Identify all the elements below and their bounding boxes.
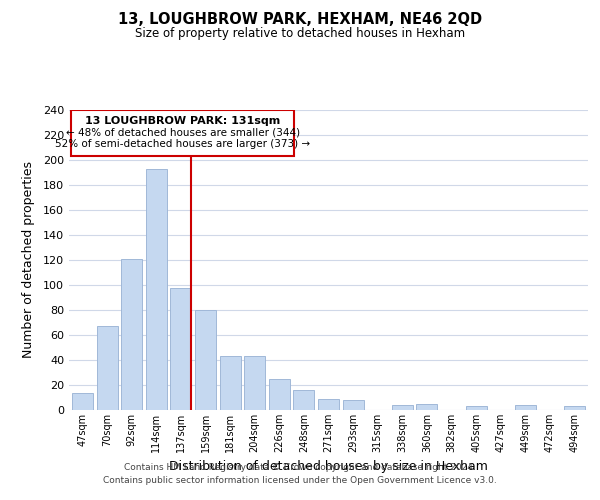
Text: 13 LOUGHBROW PARK: 131sqm: 13 LOUGHBROW PARK: 131sqm — [85, 116, 280, 126]
Bar — [170, 288, 191, 410]
Bar — [515, 405, 536, 410]
Bar — [392, 405, 413, 410]
Bar — [195, 310, 216, 410]
Text: 52% of semi-detached houses are larger (373) →: 52% of semi-detached houses are larger (… — [55, 138, 310, 149]
Bar — [72, 392, 93, 410]
Bar — [146, 169, 167, 410]
Bar — [318, 399, 339, 410]
Bar — [293, 390, 314, 410]
Bar — [121, 259, 142, 410]
Text: 13, LOUGHBROW PARK, HEXHAM, NE46 2QD: 13, LOUGHBROW PARK, HEXHAM, NE46 2QD — [118, 12, 482, 28]
Text: Contains public sector information licensed under the Open Government Licence v3: Contains public sector information licen… — [103, 476, 497, 485]
Bar — [343, 400, 364, 410]
Bar — [416, 404, 437, 410]
Y-axis label: Number of detached properties: Number of detached properties — [22, 162, 35, 358]
Bar — [564, 406, 585, 410]
Bar — [97, 326, 118, 410]
Bar — [244, 356, 265, 410]
Bar — [269, 379, 290, 410]
Text: Contains HM Land Registry data © Crown copyright and database right 2024.: Contains HM Land Registry data © Crown c… — [124, 462, 476, 471]
Text: ← 48% of detached houses are smaller (344): ← 48% of detached houses are smaller (34… — [65, 128, 300, 138]
Polygon shape — [71, 110, 294, 156]
Bar — [220, 356, 241, 410]
X-axis label: Distribution of detached houses by size in Hexham: Distribution of detached houses by size … — [169, 460, 488, 473]
Text: Size of property relative to detached houses in Hexham: Size of property relative to detached ho… — [135, 28, 465, 40]
Bar — [466, 406, 487, 410]
